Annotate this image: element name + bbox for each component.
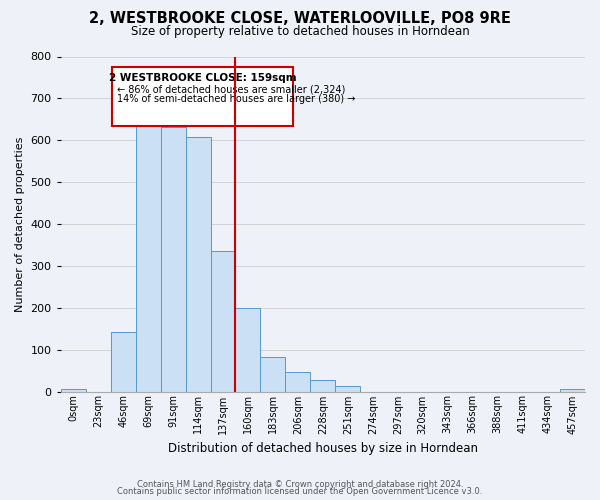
Bar xyxy=(260,357,286,392)
Bar xyxy=(211,251,235,392)
Bar xyxy=(136,126,161,392)
Bar xyxy=(286,372,310,392)
Bar xyxy=(61,390,86,392)
Y-axis label: Number of detached properties: Number of detached properties xyxy=(15,136,25,312)
FancyBboxPatch shape xyxy=(112,67,293,126)
Text: ← 86% of detached houses are smaller (2,324): ← 86% of detached houses are smaller (2,… xyxy=(117,85,345,95)
Text: 2, WESTBROOKE CLOSE, WATERLOOVILLE, PO8 9RE: 2, WESTBROOKE CLOSE, WATERLOOVILLE, PO8 … xyxy=(89,11,511,26)
Text: Contains public sector information licensed under the Open Government Licence v3: Contains public sector information licen… xyxy=(118,488,482,496)
Text: 2 WESTBROOKE CLOSE: 159sqm: 2 WESTBROOKE CLOSE: 159sqm xyxy=(109,74,296,84)
X-axis label: Distribution of detached houses by size in Horndean: Distribution of detached houses by size … xyxy=(168,442,478,455)
Bar xyxy=(335,386,361,392)
Bar xyxy=(110,332,136,392)
Bar xyxy=(235,308,260,392)
Bar xyxy=(185,137,211,392)
Text: Contains HM Land Registry data © Crown copyright and database right 2024.: Contains HM Land Registry data © Crown c… xyxy=(137,480,463,489)
Text: 14% of semi-detached houses are larger (380) →: 14% of semi-detached houses are larger (… xyxy=(117,94,355,104)
Bar xyxy=(310,380,335,392)
Bar xyxy=(161,127,185,392)
Text: Size of property relative to detached houses in Horndean: Size of property relative to detached ho… xyxy=(131,25,469,38)
Bar xyxy=(560,390,585,392)
